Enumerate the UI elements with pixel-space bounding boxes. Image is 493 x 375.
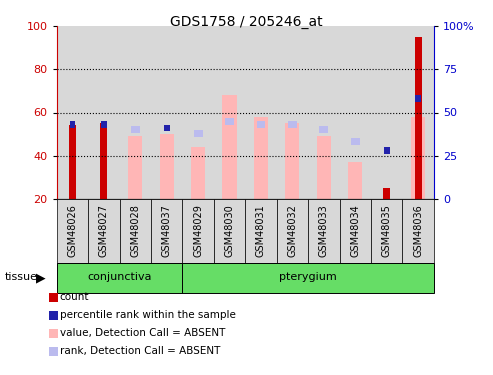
Bar xyxy=(151,26,182,199)
Text: ▶: ▶ xyxy=(35,271,45,284)
Text: value, Detection Call = ABSENT: value, Detection Call = ABSENT xyxy=(60,328,225,338)
Bar xyxy=(119,199,151,262)
Bar xyxy=(277,199,308,262)
Bar xyxy=(415,95,421,102)
Bar xyxy=(131,126,140,133)
Bar xyxy=(245,199,277,262)
Text: conjunctiva: conjunctiva xyxy=(87,273,152,282)
Text: GSM48030: GSM48030 xyxy=(224,204,235,257)
Bar xyxy=(151,199,182,262)
Text: tissue: tissue xyxy=(5,273,38,282)
Bar xyxy=(383,188,390,199)
Bar xyxy=(308,199,340,262)
Bar xyxy=(57,26,88,199)
Text: percentile rank within the sample: percentile rank within the sample xyxy=(60,310,236,320)
Text: GSM48027: GSM48027 xyxy=(99,204,109,257)
Bar xyxy=(182,262,434,292)
Bar xyxy=(288,121,297,128)
Bar xyxy=(371,26,402,199)
Bar xyxy=(351,138,360,145)
Bar xyxy=(69,125,76,199)
Bar xyxy=(402,199,434,262)
Text: rank, Detection Call = ABSENT: rank, Detection Call = ABSENT xyxy=(60,346,220,356)
Text: pterygium: pterygium xyxy=(279,273,337,282)
Bar xyxy=(348,162,362,199)
Bar xyxy=(319,126,328,133)
Bar xyxy=(222,95,237,199)
Text: GDS1758 / 205246_at: GDS1758 / 205246_at xyxy=(170,15,323,29)
Bar xyxy=(160,134,174,199)
Text: GSM48028: GSM48028 xyxy=(130,204,141,257)
Text: GSM48032: GSM48032 xyxy=(287,204,297,257)
Bar xyxy=(285,123,299,199)
Text: GSM48033: GSM48033 xyxy=(319,204,329,257)
Bar xyxy=(245,26,277,199)
Bar xyxy=(402,26,434,199)
Text: GSM48036: GSM48036 xyxy=(413,204,423,257)
Bar xyxy=(317,136,331,199)
Bar xyxy=(225,118,234,124)
Bar xyxy=(214,199,246,262)
Bar xyxy=(214,26,246,199)
Bar xyxy=(119,26,151,199)
Bar xyxy=(254,117,268,199)
Text: GSM48026: GSM48026 xyxy=(68,204,77,257)
Text: GSM48031: GSM48031 xyxy=(256,204,266,257)
Bar xyxy=(384,147,389,154)
Bar xyxy=(340,26,371,199)
Bar xyxy=(182,199,214,262)
Text: GSM48037: GSM48037 xyxy=(162,204,172,257)
Bar xyxy=(101,121,106,128)
Bar xyxy=(340,199,371,262)
Bar xyxy=(277,26,308,199)
Text: GSM48035: GSM48035 xyxy=(382,204,392,257)
Bar xyxy=(308,26,340,199)
Bar xyxy=(88,199,119,262)
Text: GSM48034: GSM48034 xyxy=(350,204,360,257)
Bar xyxy=(57,199,88,262)
Bar xyxy=(88,26,119,199)
Bar xyxy=(256,121,265,128)
Bar xyxy=(101,123,107,199)
Text: count: count xyxy=(60,292,89,302)
Bar xyxy=(191,147,205,199)
Bar xyxy=(70,121,75,128)
Bar xyxy=(128,136,142,199)
Text: GSM48029: GSM48029 xyxy=(193,204,203,257)
Bar xyxy=(415,37,422,199)
Bar xyxy=(194,130,203,136)
Bar xyxy=(182,26,214,199)
Bar xyxy=(371,199,402,262)
Bar xyxy=(164,124,170,132)
Bar xyxy=(411,117,425,199)
Bar xyxy=(57,262,182,292)
